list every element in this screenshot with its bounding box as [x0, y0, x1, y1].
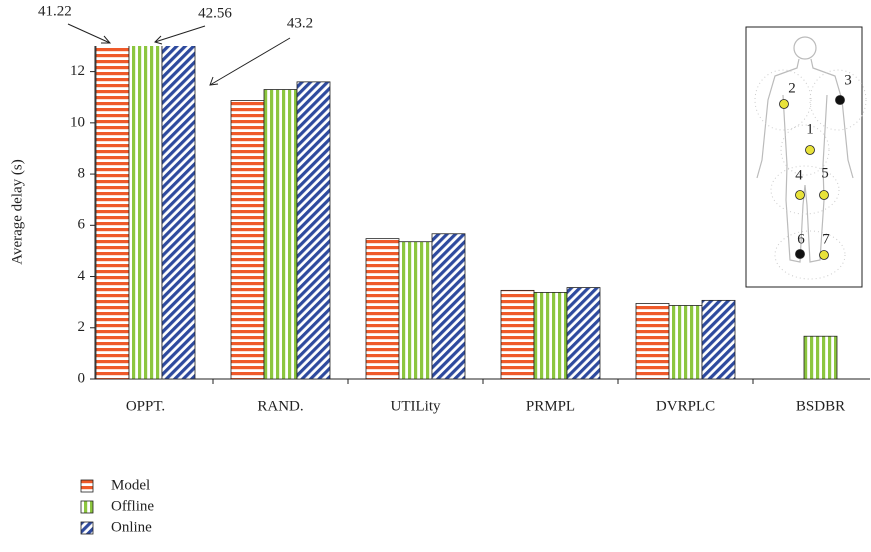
- bar: [95, 46, 130, 380]
- sensor-label: 5: [821, 165, 829, 181]
- x-tick-label: DVRPLC: [656, 398, 715, 414]
- y-tick-label: 2: [78, 319, 86, 335]
- bar: [533, 292, 568, 380]
- sensor-node: [805, 145, 815, 155]
- legend-swatch: [80, 500, 94, 514]
- bar: [635, 303, 670, 380]
- sensor-node: [779, 99, 789, 109]
- y-tick-label: 10: [70, 114, 85, 130]
- sensor-label: 2: [788, 80, 796, 96]
- annotation-arrows: [67, 23, 291, 86]
- x-tick-label: UTILity: [391, 398, 441, 414]
- sensor-label: 6: [797, 231, 805, 247]
- bar: [803, 335, 838, 380]
- legend-label: Online: [111, 519, 152, 535]
- legend-swatch: [80, 521, 94, 535]
- bar: [668, 305, 703, 380]
- bar: [128, 46, 163, 380]
- inset: [745, 26, 867, 288]
- y-tick-label: 8: [78, 166, 86, 182]
- y-tick-label: 0: [78, 370, 86, 386]
- bar: [230, 100, 265, 380]
- y-tick-label: 6: [78, 217, 86, 233]
- bar: [500, 289, 535, 380]
- bar: [398, 241, 433, 380]
- sensor-node: [835, 95, 845, 105]
- x-tick-label: BSDBR: [796, 398, 845, 414]
- sensor-node: [819, 250, 829, 260]
- sensor-label: 3: [844, 72, 852, 88]
- sensor-label: 4: [795, 167, 803, 183]
- y-tick-label: 12: [70, 63, 85, 79]
- value-label: 43.2: [287, 15, 313, 31]
- bar: [566, 287, 601, 380]
- value-label: 42.56: [198, 5, 232, 21]
- bar: [701, 299, 736, 380]
- sensor-label: 7: [822, 231, 830, 247]
- sensor-node: [819, 190, 829, 200]
- x-tick-label: RAND.: [257, 398, 303, 414]
- legend-label: Offline: [111, 498, 154, 514]
- bar: [263, 89, 298, 380]
- y-tick-label: 4: [78, 268, 86, 284]
- bar: [161, 46, 196, 380]
- value-label: 41.22: [38, 3, 72, 19]
- bar: [431, 233, 466, 380]
- bar: [365, 238, 400, 380]
- x-tick-label: OPPT.: [126, 398, 165, 414]
- legend-label: Model: [111, 477, 150, 493]
- sensor-node: [795, 249, 805, 259]
- x-tick-label: PRMPL: [526, 398, 575, 414]
- sensor-label: 1: [806, 121, 814, 137]
- sensor-node: [795, 190, 805, 200]
- legend-swatch: [80, 479, 94, 493]
- bars: [95, 46, 838, 380]
- y-axis-label: Average delay (s): [9, 159, 25, 265]
- bar: [296, 81, 331, 380]
